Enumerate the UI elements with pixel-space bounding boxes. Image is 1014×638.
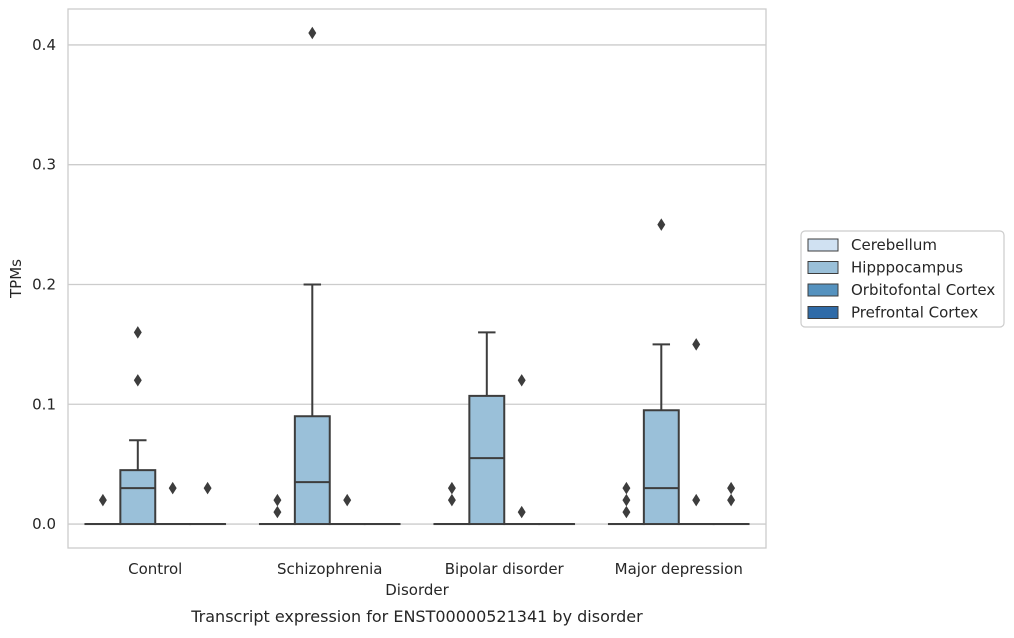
outlier-marker — [623, 507, 630, 518]
outlier-marker — [658, 219, 665, 230]
outlier-marker — [693, 495, 700, 506]
outlier-marker — [623, 483, 630, 494]
outlier-marker — [728, 483, 735, 494]
figure-caption: Transcript expression for ENST0000052134… — [190, 607, 643, 626]
outlier-marker — [344, 495, 351, 506]
legend-swatch — [808, 284, 838, 296]
outlier-marker — [693, 339, 700, 350]
boxes — [85, 27, 748, 524]
outlier-marker — [274, 507, 281, 518]
y-tick-label: 0.4 — [32, 36, 56, 54]
y-tick-label: 0.0 — [32, 515, 56, 533]
box-orbitofontal-cortex — [679, 339, 714, 524]
x-tick-labels: Control Schizophrenia Bipolar disorder Majo… — [128, 560, 743, 578]
outlier-marker — [169, 483, 176, 494]
x-tick-label: Schizophrenia — [277, 560, 382, 578]
box-body — [295, 416, 330, 524]
box-orbitofontal-cortex — [504, 375, 539, 524]
x-tick-label: Bipolar disorder — [445, 560, 565, 578]
box-orbitofontal-cortex — [330, 495, 365, 524]
outlier-marker — [134, 327, 141, 338]
box-cerebellum — [85, 495, 120, 524]
box-prefrontal-cortex — [190, 483, 225, 524]
box-body — [120, 470, 155, 524]
x-axis-label: Disorder — [385, 581, 449, 599]
outlier-marker — [448, 495, 455, 506]
legend-swatch — [808, 307, 838, 319]
outlier-marker — [518, 507, 525, 518]
box-prefrontal-cortex — [714, 483, 749, 524]
legend-label: Cerebellum — [851, 236, 937, 254]
x-tick-label: Major depression — [615, 560, 743, 578]
legend-swatch — [808, 262, 838, 274]
outlier-marker — [518, 375, 525, 386]
y-tick-labels: 0.0 0.1 0.2 0.3 0.4 — [32, 36, 56, 533]
outlier-marker — [134, 375, 141, 386]
box-body — [644, 410, 679, 524]
box-body — [469, 396, 504, 524]
y-tick-label: 0.3 — [32, 156, 56, 174]
y-tick-label: 0.1 — [32, 395, 56, 413]
y-axis-label: TPMs — [7, 259, 25, 299]
box-hipppocampus — [644, 219, 679, 524]
box-hipppocampus — [469, 332, 504, 524]
box-hipppocampus — [120, 327, 155, 524]
box-cerebellum — [260, 495, 295, 524]
outlier-marker — [99, 495, 106, 506]
outlier-marker — [204, 483, 211, 494]
legend: Cerebellum Hipppocampus Orbitofontal Corte… — [801, 231, 1004, 327]
outlier-marker — [623, 495, 630, 506]
outlier-marker — [728, 495, 735, 506]
outlier-marker — [309, 27, 316, 38]
x-tick-label: Control — [128, 560, 182, 578]
outlier-marker — [448, 483, 455, 494]
legend-label: Prefrontal Cortex — [851, 304, 978, 322]
outlier-marker — [274, 495, 281, 506]
box-orbitofontal-cortex — [155, 483, 190, 524]
y-tick-label: 0.2 — [32, 275, 56, 293]
legend-swatch — [808, 239, 838, 251]
box-cerebellum — [434, 483, 469, 524]
legend-label: Hipppocampus — [851, 259, 963, 277]
box-cerebellum — [609, 483, 644, 524]
box-hipppocampus — [295, 27, 330, 524]
legend-label: Orbitofontal Cortex — [851, 281, 995, 299]
